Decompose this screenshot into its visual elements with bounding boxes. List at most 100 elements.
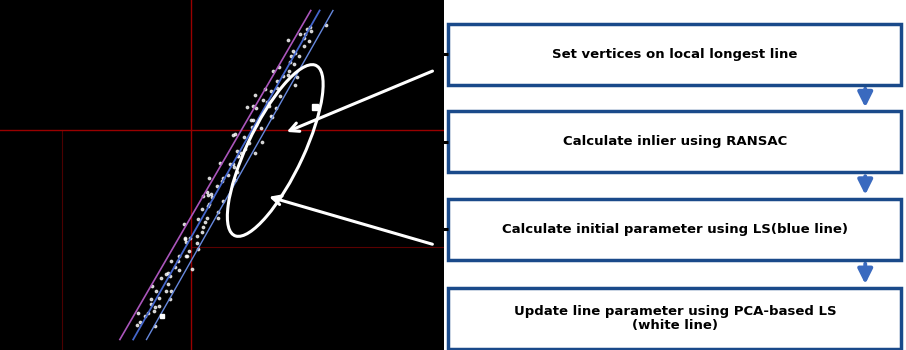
Point [170,258,185,264]
Point [238,146,253,152]
Point [246,103,260,108]
Point [196,224,210,230]
Point [276,73,291,78]
Point [215,178,229,183]
FancyBboxPatch shape [448,24,901,85]
Point [226,132,240,138]
Point [255,139,270,144]
Point [140,310,155,316]
Point [185,267,199,272]
Point [298,32,313,37]
Point [130,322,144,328]
Point [226,161,240,167]
Point [229,169,244,175]
Point [249,122,264,128]
Point [182,236,197,241]
Point [281,72,295,78]
Point [230,153,245,159]
Point [262,103,276,108]
Point [220,172,235,178]
Point [292,53,306,58]
Point [144,301,159,307]
Point [303,24,317,30]
Point [223,161,237,167]
Point [182,248,197,253]
Point [195,206,209,211]
FancyBboxPatch shape [448,111,901,173]
Point [200,204,215,209]
Point [164,259,178,264]
Point [265,68,280,74]
Point [168,264,182,270]
Point [213,161,227,166]
Point [285,48,300,54]
Point [269,105,284,110]
Point [283,60,297,65]
Point [205,195,219,200]
Point [204,191,218,197]
Point [257,86,272,91]
Point [300,26,314,32]
Point [179,253,194,259]
Point [172,253,187,259]
Point [282,68,296,74]
Point [130,310,145,315]
Point [200,189,215,195]
Point [152,303,167,309]
FancyBboxPatch shape [448,199,901,260]
Point [133,320,148,325]
Point [202,201,217,206]
Point [264,113,278,118]
Point [159,271,173,277]
Point [227,132,242,137]
Point [202,175,217,181]
Point [178,235,192,240]
Point [265,88,279,93]
Point [163,296,178,301]
Point [148,323,162,328]
Point [247,92,262,97]
Point [230,148,245,153]
Point [249,105,264,111]
Point [281,38,295,43]
Point [260,99,275,105]
Point [149,288,163,293]
Point [147,308,161,314]
Point [195,229,209,234]
Point [161,281,176,287]
Point [190,246,205,252]
Point [210,215,225,220]
Point [293,31,307,37]
Point [318,22,333,28]
Point [265,114,279,120]
Point [144,296,159,302]
Point [190,240,205,245]
Point [159,288,173,294]
Text: Calculate initial parameter using LS(blue line): Calculate initial parameter using LS(blu… [502,223,848,236]
Text: Set vertices on local longest line: Set vertices on local longest line [553,48,797,61]
Point [190,233,205,239]
Point [254,125,268,131]
Point [272,64,286,70]
Point [302,38,316,44]
Point [284,53,299,59]
Point [161,271,176,276]
Point [191,217,206,222]
Point [216,198,230,204]
Point [239,104,254,110]
Point [242,140,256,145]
Point [154,275,169,280]
Point [227,178,242,183]
Point [178,239,193,244]
Point [211,209,226,215]
Point [209,183,224,189]
Point [248,150,263,156]
Point [286,61,301,67]
Point [138,313,152,318]
Point [200,215,215,220]
Text: Update line parameter using PCA-based LS
(white line): Update line parameter using PCA-based LS… [514,304,836,332]
Point [246,117,261,123]
FancyBboxPatch shape [448,288,901,349]
Point [145,284,159,289]
Point [162,273,177,279]
